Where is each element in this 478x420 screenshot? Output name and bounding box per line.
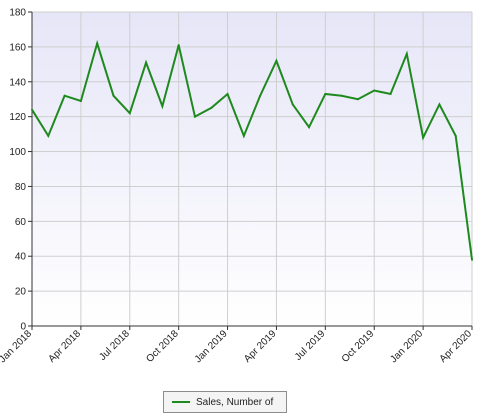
series-line-sales	[31, 39, 473, 260]
data-point	[405, 52, 408, 55]
x-tick-label: Oct 2018	[144, 328, 181, 365]
legend-label-sales: Sales, Number of	[196, 396, 274, 408]
data-point	[291, 103, 294, 106]
data-point	[47, 134, 50, 137]
data-point	[193, 115, 196, 118]
data-point	[96, 42, 99, 45]
y-tick-label: 180	[9, 8, 26, 19]
data-point	[145, 61, 148, 64]
x-tick-label: Jan 2018	[0, 328, 34, 365]
data-point	[242, 134, 245, 137]
data-point	[308, 126, 311, 129]
data-point	[177, 44, 180, 47]
series-layer	[31, 39, 473, 261]
y-tick-label: 20	[15, 287, 27, 298]
y-tick-label: 60	[15, 217, 27, 228]
data-point	[226, 92, 229, 95]
x-tick-label: Apr 2020	[438, 328, 475, 365]
y-tick-label: 160	[9, 42, 26, 53]
y-tick-labels: 0 20 40 60 80 100 120 140 160 180	[9, 8, 26, 333]
x-tick-label: Oct 2019	[340, 328, 377, 365]
y-tick-label: 0	[20, 322, 26, 333]
x-tick-labels: Jan 2018 Apr 2018 Jul 2018 Oct 2018 Jan 2019…	[0, 328, 474, 365]
data-point	[259, 94, 262, 97]
data-point	[438, 103, 441, 106]
data-point	[112, 94, 115, 97]
x-tick-label: Apr 2018	[47, 328, 84, 365]
y-tick-label: 80	[15, 182, 27, 193]
x-tick-label: Jul 2019	[293, 328, 328, 363]
legend-swatch-sales	[172, 401, 190, 403]
x-tick-label: Jan 2019	[193, 328, 230, 365]
plot-area	[32, 12, 472, 326]
data-point	[373, 89, 376, 92]
data-point	[210, 106, 213, 109]
axes	[28, 11, 473, 330]
data-point	[422, 136, 425, 139]
y-tick-label: 100	[9, 147, 26, 158]
data-point	[275, 59, 278, 62]
x-tick-label: Apr 2019	[242, 328, 279, 365]
data-point	[471, 258, 473, 261]
y-tick-label: 40	[15, 252, 27, 263]
data-point	[161, 105, 164, 108]
data-point	[63, 94, 66, 97]
data-point	[324, 92, 327, 95]
data-point	[79, 99, 82, 102]
data-point	[454, 134, 457, 137]
data-point	[389, 92, 392, 95]
y-tick-label: 140	[9, 77, 26, 88]
data-point	[356, 98, 359, 101]
x-tick-label: Jan 2020	[388, 328, 425, 365]
legend: Sales, Number of	[163, 391, 287, 413]
y-tick-label: 120	[9, 112, 26, 123]
data-point	[128, 112, 131, 115]
x-tick-label: Jul 2018	[97, 328, 132, 363]
data-point	[31, 108, 33, 111]
data-point	[340, 94, 343, 97]
